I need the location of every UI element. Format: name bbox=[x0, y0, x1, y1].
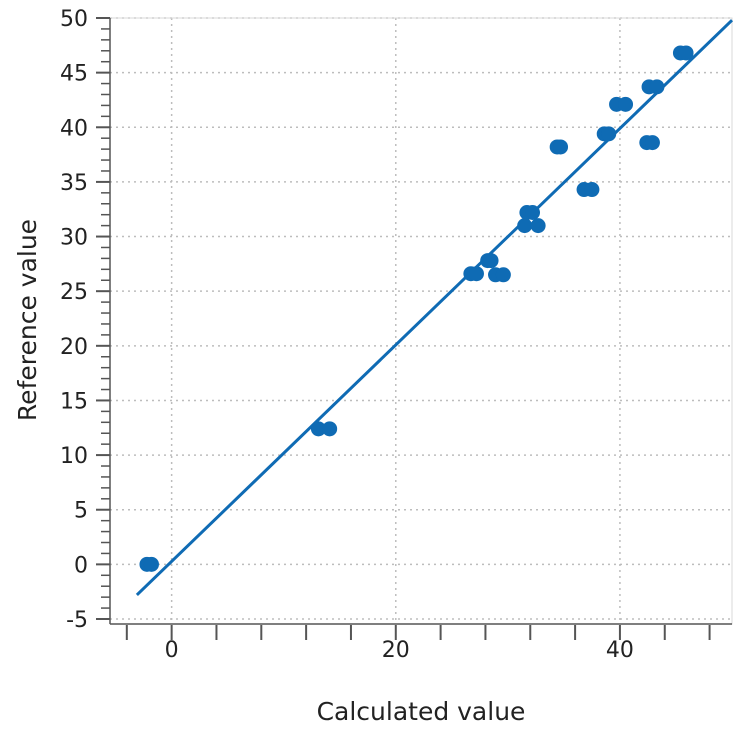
data-point bbox=[143, 556, 159, 572]
data-point bbox=[553, 139, 569, 155]
y-tick-label: -5 bbox=[66, 608, 88, 633]
x-axis-label: Calculated value bbox=[317, 697, 526, 726]
x-tick-label: 40 bbox=[606, 638, 634, 663]
fit-line-group bbox=[135, 19, 734, 597]
data-point bbox=[310, 421, 326, 437]
data-point bbox=[618, 96, 634, 112]
y-tick-label: 0 bbox=[74, 553, 88, 578]
data-point bbox=[495, 267, 511, 283]
data-point bbox=[525, 205, 541, 221]
x-tick-label: 20 bbox=[382, 638, 410, 663]
y-tick-label: 20 bbox=[60, 335, 88, 360]
y-tick-label: 10 bbox=[60, 444, 88, 469]
data-point bbox=[468, 266, 484, 282]
y-tick-label: 35 bbox=[60, 171, 88, 196]
y-tick-label: 40 bbox=[60, 116, 88, 141]
ticks bbox=[96, 17, 711, 640]
y-axis-label: Reference value bbox=[13, 219, 42, 421]
data-point bbox=[483, 253, 499, 269]
y-tick-label: 30 bbox=[60, 226, 88, 251]
y-tick-label: 15 bbox=[60, 389, 88, 414]
y-tick-label: 50 bbox=[60, 7, 88, 32]
data-point bbox=[530, 218, 546, 234]
y-tick-label: 25 bbox=[60, 280, 88, 305]
points bbox=[139, 45, 694, 572]
data-point bbox=[678, 45, 694, 61]
tick-labels: -5 0 5 10 15 20 25 30 35 40 45 50 0 20 40 bbox=[60, 7, 634, 663]
data-point bbox=[644, 135, 660, 151]
data-point bbox=[649, 79, 665, 95]
data-point bbox=[601, 126, 617, 142]
data-point bbox=[584, 182, 600, 198]
x-tick-label: 0 bbox=[165, 638, 179, 663]
y-tick-label: 45 bbox=[60, 62, 88, 87]
data-point bbox=[322, 421, 338, 437]
fit-line bbox=[135, 19, 734, 597]
y-tick-label: 5 bbox=[74, 499, 88, 524]
data-point bbox=[517, 218, 533, 234]
